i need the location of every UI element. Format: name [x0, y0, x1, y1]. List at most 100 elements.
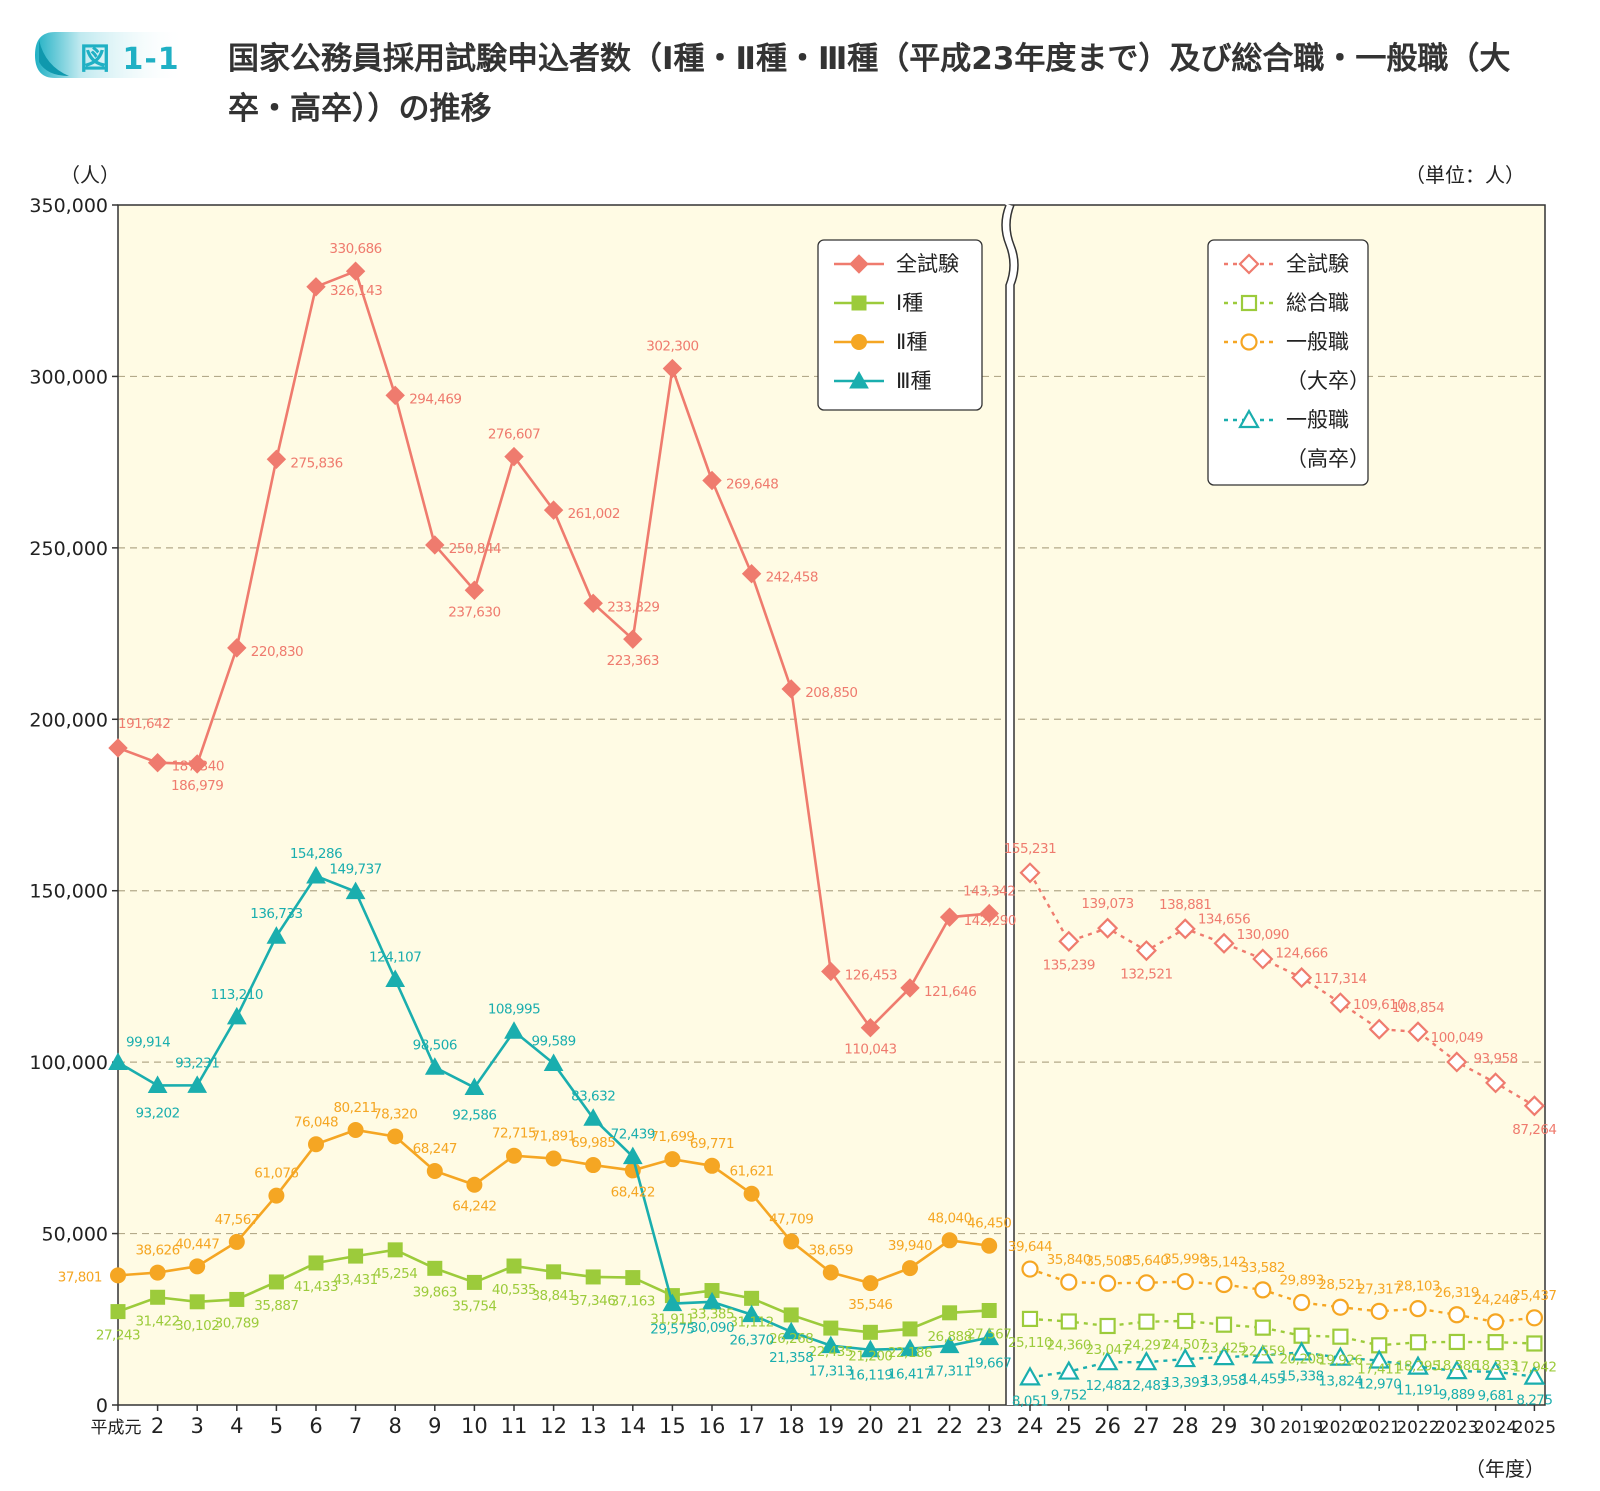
data-point — [1407, 1021, 1429, 1043]
data-label: 68,422 — [611, 1184, 655, 1200]
data-point — [1138, 1313, 1155, 1330]
data-point — [1057, 1360, 1080, 1380]
data-point — [110, 1267, 126, 1284]
data-label: 26,888 — [927, 1329, 971, 1345]
legend-label: 総合職 — [1286, 291, 1349, 315]
data-point — [1251, 1344, 1274, 1364]
data-label: 126,453 — [845, 967, 897, 983]
data-label: 80,211 — [333, 1100, 377, 1116]
data-label: 24,360 — [1047, 1337, 1091, 1353]
data-point — [1060, 1313, 1077, 1330]
data-point — [1098, 1274, 1117, 1292]
data-point — [1252, 948, 1274, 970]
data-label: 110,043 — [844, 1042, 896, 1058]
data-point — [1329, 992, 1351, 1014]
data-point — [585, 1269, 601, 1285]
data-point — [1240, 294, 1258, 312]
data-point — [662, 1293, 683, 1312]
data-point — [783, 1307, 799, 1323]
data-label: 93,958 — [1473, 1051, 1517, 1067]
data-label: 24,240 — [1473, 1292, 1517, 1308]
data-point — [308, 1136, 324, 1153]
data-label: 39,940 — [888, 1238, 932, 1254]
data-point — [1254, 1281, 1272, 1299]
data-label: 124,107 — [369, 949, 421, 965]
x-tick-label: 22 — [936, 1414, 963, 1438]
data-point — [1484, 1360, 1507, 1380]
axis-break-line — [1001, 204, 1011, 1405]
legend-label: 全試験 — [1286, 252, 1349, 276]
data-label: 117,314 — [1314, 971, 1366, 987]
data-label: 30,789 — [215, 1315, 259, 1331]
data-point — [543, 500, 564, 520]
data-label: 275,836 — [290, 455, 342, 471]
data-point — [1097, 917, 1119, 939]
data-label: 47,709 — [769, 1211, 813, 1227]
y-tick-label: 150,000 — [29, 881, 108, 903]
data-point — [228, 1233, 245, 1250]
data-point — [229, 1291, 245, 1307]
x-tick-label: 27 — [1133, 1414, 1160, 1438]
data-point — [941, 1232, 958, 1249]
data-point — [466, 1176, 483, 1193]
data-point — [849, 370, 869, 389]
data-point — [546, 1264, 562, 1280]
y-tick-label: 250,000 — [29, 538, 108, 560]
legend-label: Ⅱ種 — [896, 330, 927, 354]
data-point — [862, 1275, 879, 1292]
data-point — [308, 1255, 324, 1271]
data-label: 330,686 — [329, 241, 381, 257]
data-label: 64,242 — [452, 1199, 496, 1215]
data-label: 108,854 — [1392, 1000, 1444, 1016]
data-label: 9,889 — [1439, 1387, 1475, 1403]
data-point — [108, 1052, 128, 1070]
data-label: 78,320 — [373, 1106, 417, 1122]
data-point — [147, 1075, 168, 1093]
data-label: 72,715 — [492, 1126, 536, 1142]
data-label: 121,646 — [924, 984, 976, 1000]
data-point — [860, 1339, 881, 1358]
data-label: 12,970 — [1357, 1377, 1401, 1393]
y-tick-label: 0 — [96, 1395, 108, 1417]
data-label: 13,824 — [1318, 1374, 1362, 1390]
x-tick-label: 26 — [1094, 1414, 1121, 1438]
data-point — [1292, 1293, 1311, 1312]
data-point — [1409, 1334, 1427, 1351]
data-point — [622, 1146, 643, 1165]
data-label: 72,439 — [611, 1127, 655, 1143]
data-point — [744, 1290, 760, 1306]
data-point — [662, 358, 683, 379]
data-label: 28,103 — [1396, 1279, 1440, 1295]
data-point — [150, 1289, 166, 1305]
data-point — [1174, 1347, 1197, 1368]
legend-label: Ⅰ種 — [896, 291, 923, 315]
data-point — [939, 1335, 960, 1354]
data-point — [623, 629, 643, 649]
data-label: 35,840 — [1047, 1252, 1091, 1268]
data-point — [110, 1304, 126, 1320]
data-point — [306, 277, 326, 297]
data-point — [268, 1274, 284, 1290]
data-point — [1176, 1272, 1194, 1291]
data-label: 37,163 — [611, 1294, 655, 1310]
legend-label: 全試験 — [896, 252, 959, 276]
data-label: 24,507 — [1163, 1337, 1207, 1353]
data-label: 29,893 — [1279, 1273, 1323, 1289]
data-point — [187, 1075, 208, 1093]
data-point — [504, 1021, 524, 1039]
data-point — [823, 1320, 839, 1336]
data-label: 186,979 — [171, 778, 223, 794]
data-label: 25,110 — [1008, 1335, 1052, 1351]
x-tick-label: 11 — [501, 1414, 528, 1438]
x-tick-label: 15 — [659, 1414, 686, 1438]
legend-label: Ⅲ種 — [896, 369, 931, 393]
data-label: 21,200 — [848, 1348, 892, 1364]
data-point — [1238, 253, 1260, 275]
y-tick-label: 300,000 — [29, 366, 108, 388]
data-label: 18,333 — [1473, 1358, 1517, 1374]
data-label: 124,666 — [1275, 946, 1327, 962]
data-point — [266, 926, 287, 944]
data-point — [981, 1237, 998, 1254]
data-label: 142,290 — [964, 913, 1016, 929]
x-tick-label: 2 — [151, 1414, 164, 1438]
